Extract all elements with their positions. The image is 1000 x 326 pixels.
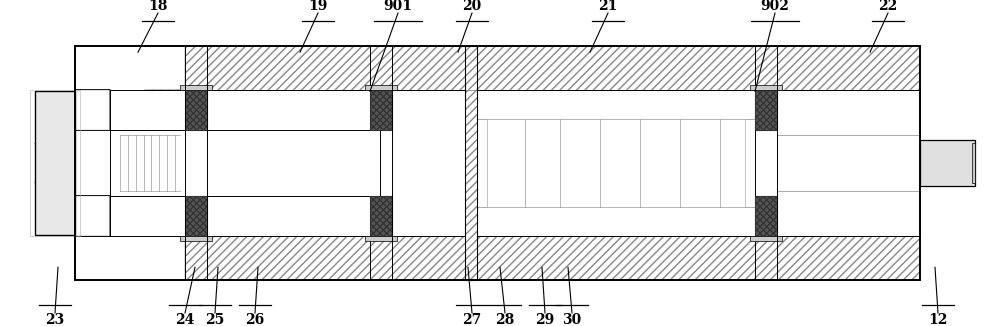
Bar: [75, 46, 920, 280]
Text: 29: 29: [535, 313, 555, 326]
Bar: [180, 85, 212, 90]
Bar: [370, 196, 392, 236]
Bar: [365, 236, 397, 241]
Text: 902: 902: [761, 0, 789, 13]
Bar: [35, 91, 75, 235]
Bar: [487, 119, 745, 207]
Text: 21: 21: [598, 0, 618, 13]
Text: 26: 26: [245, 313, 265, 326]
Bar: [755, 90, 777, 130]
Bar: [30, 90, 80, 236]
Bar: [370, 90, 392, 130]
Bar: [750, 236, 782, 241]
Text: 22: 22: [878, 0, 898, 13]
Text: 12: 12: [928, 313, 948, 326]
Polygon shape: [75, 46, 185, 130]
Bar: [185, 196, 207, 236]
Text: 19: 19: [308, 0, 328, 13]
Bar: [920, 140, 975, 186]
Text: 30: 30: [562, 313, 582, 326]
Bar: [365, 85, 397, 90]
Bar: [75, 90, 305, 236]
Bar: [75, 90, 777, 236]
Bar: [972, 143, 975, 183]
Bar: [777, 236, 920, 280]
Text: 24: 24: [175, 313, 195, 326]
Text: 25: 25: [205, 313, 225, 326]
Polygon shape: [75, 196, 185, 280]
Text: 20: 20: [462, 0, 482, 13]
Bar: [477, 90, 755, 236]
Text: 23: 23: [45, 313, 65, 326]
Bar: [75, 236, 920, 280]
Bar: [777, 135, 920, 191]
Text: 18: 18: [148, 0, 168, 13]
Bar: [465, 46, 477, 280]
Text: 28: 28: [495, 313, 515, 326]
Bar: [110, 130, 380, 196]
Polygon shape: [35, 143, 110, 236]
Text: 901: 901: [384, 0, 413, 13]
Bar: [465, 90, 477, 280]
Bar: [75, 46, 920, 280]
Bar: [777, 46, 920, 90]
Bar: [75, 46, 920, 90]
Bar: [755, 196, 777, 236]
Bar: [75, 46, 920, 280]
Bar: [207, 90, 465, 236]
Bar: [185, 90, 207, 130]
Text: 27: 27: [462, 313, 482, 326]
Bar: [750, 85, 782, 90]
Polygon shape: [35, 90, 110, 183]
Bar: [465, 46, 477, 90]
Bar: [75, 90, 385, 236]
Bar: [777, 90, 920, 236]
Bar: [180, 236, 212, 241]
